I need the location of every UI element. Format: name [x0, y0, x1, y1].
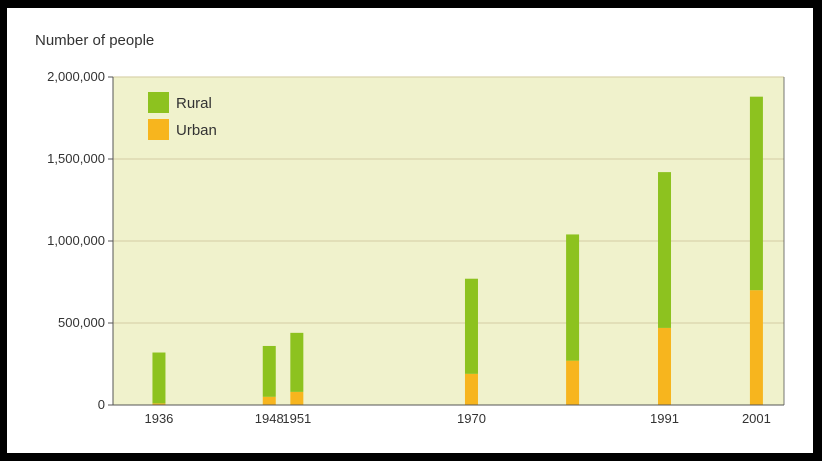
bar-urban-2001 — [749, 290, 763, 405]
bar-urban-1991 — [658, 327, 672, 405]
x-tick-label: 1948 — [255, 411, 284, 426]
x-tick-label: 1951 — [282, 411, 311, 426]
legend-label-urban: Urban — [176, 122, 217, 139]
y-tick-label: 500,000 — [58, 315, 105, 330]
legend-label-rural: Rural — [176, 95, 212, 112]
axes: 0 500,000 1,000,000 1,500,000 2,000,000 1936 1… — [47, 69, 785, 426]
bar-urban-1936 — [152, 403, 166, 405]
bar-rural-1981 — [566, 234, 580, 361]
bar-rural-1948 — [262, 345, 276, 397]
bar-urban-1970 — [464, 373, 478, 405]
bar-rural-1936 — [152, 352, 166, 404]
bar-rural-1970 — [464, 278, 478, 374]
legend-swatch-rural — [148, 92, 169, 113]
y-tick-label: 0 — [98, 397, 105, 412]
gridlines — [113, 76, 784, 324]
chart-frame: 0 500,000 1,000,000 1,500,000 2,000,000 1936 1… — [7, 8, 813, 453]
y-tick-label: 1,500,000 — [47, 151, 105, 166]
bar-urban-1948 — [262, 396, 276, 405]
chart-title: Number of people — [35, 32, 154, 49]
y-tick-label: 1,000,000 — [47, 233, 105, 248]
x-tick-label: 1991 — [650, 411, 679, 426]
legend-swatch-urban — [148, 119, 169, 140]
bar-urban-1951 — [290, 391, 304, 405]
bar-rural-1951 — [290, 332, 304, 392]
x-tick-label: 1936 — [144, 411, 173, 426]
bar-rural-1991 — [658, 172, 672, 328]
x-tick-label: 2001 — [742, 411, 771, 426]
x-tick-label: 1970 — [457, 411, 486, 426]
bar-chart: 0 500,000 1,000,000 1,500,000 2,000,000 1936 1… — [35, 32, 785, 426]
bar-rural-2001 — [749, 96, 763, 291]
bars — [152, 96, 763, 405]
bar-urban-1981 — [566, 360, 580, 405]
legend: Rural Urban — [148, 92, 217, 140]
y-tick-label: 2,000,000 — [47, 69, 105, 84]
